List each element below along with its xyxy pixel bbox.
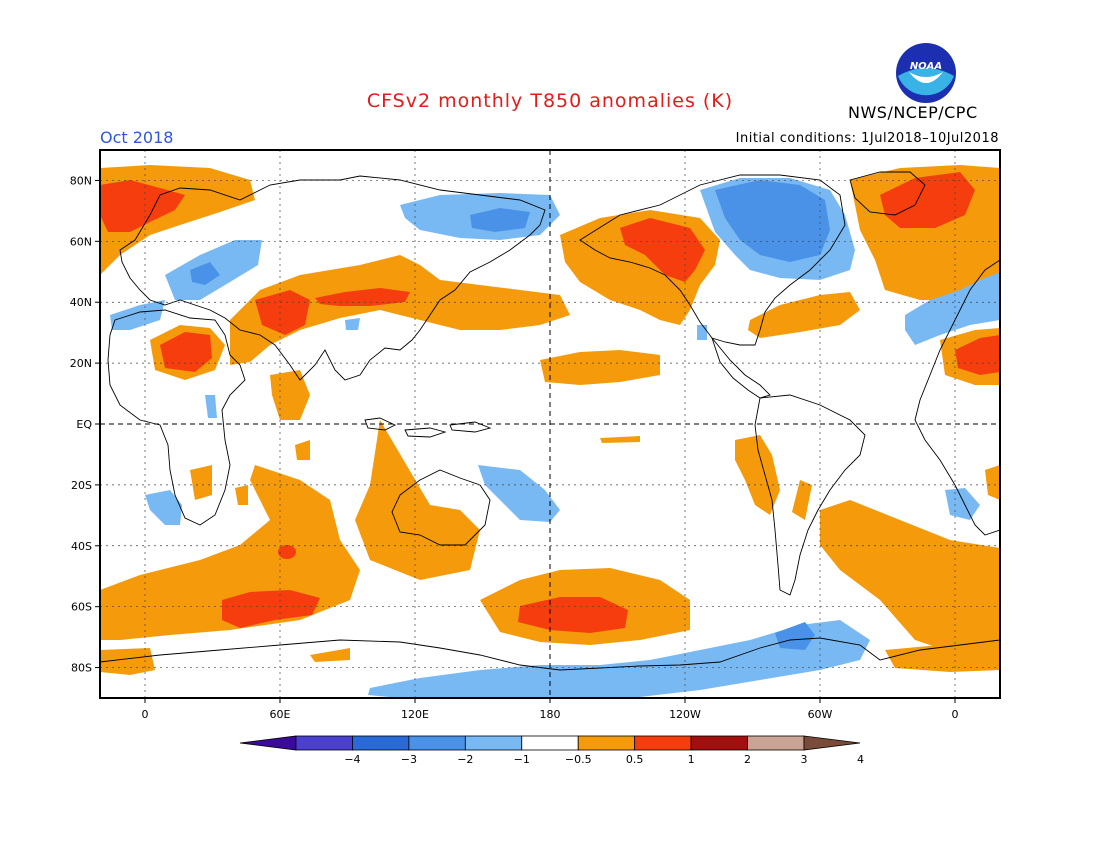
legend-swatch	[690, 735, 748, 751]
lon-label: 120E	[401, 708, 429, 721]
legend-swatch	[408, 735, 466, 751]
color-legend: −4 −3 −2 −1 −0.5 0.5 1 2 3 4	[239, 735, 864, 766]
legend-swatch	[295, 735, 353, 751]
legend-tick-label: 2	[744, 753, 751, 766]
legend-swatch	[577, 735, 636, 751]
legend-tick-label: 0.5	[626, 753, 644, 766]
anomaly-red-regions	[100, 172, 1000, 633]
lon-label: 60E	[270, 708, 291, 721]
legend-tick-label: −2	[457, 753, 473, 766]
longitude-labels: 0 60E 120E 180 120W 60W 0	[142, 708, 959, 721]
gridlines	[95, 150, 1000, 703]
initial-conditions: Initial conditions: 1Jul2018–10Jul2018	[735, 131, 999, 146]
legend-tick-label: 1	[688, 753, 695, 766]
noaa-logo-icon: NOAA	[896, 43, 956, 103]
map-frame	[99, 149, 1001, 699]
lat-label: 40N	[70, 296, 92, 309]
legend-tick-label: −1	[514, 753, 530, 766]
legend-tick-label: −4	[344, 753, 360, 766]
legend-swatch	[464, 735, 523, 751]
legend-tick-label: −3	[401, 753, 417, 766]
legend-tick-label: 4	[857, 753, 864, 766]
forecast-period: Oct 2018	[100, 128, 174, 147]
map-title: CFSv2 monthly T850 anomalies (K)	[366, 90, 734, 112]
legend-tick-label: 3	[801, 753, 808, 766]
agency-label: NWS/NCEP/CPC	[848, 103, 978, 122]
lon-label: 60W	[808, 708, 833, 721]
lat-label: 40S	[71, 540, 92, 553]
lon-label: 0	[952, 708, 959, 721]
lat-label: 60N	[70, 235, 92, 248]
latitude-labels: 80N 60N 40N 20N EQ 20S 40S 60S 80S	[70, 174, 93, 674]
legend-arrow-high	[803, 735, 861, 751]
legend-swatch	[747, 735, 805, 751]
legend-swatch	[521, 735, 579, 751]
lat-label: 20S	[71, 479, 92, 492]
lat-label: 60S	[71, 601, 92, 614]
coastlines	[100, 171, 1000, 671]
legend-arrow-low	[239, 735, 297, 751]
lon-label: 0	[142, 708, 149, 721]
lat-label: 20N	[70, 357, 92, 370]
legend-swatch	[634, 735, 692, 751]
lat-label: EQ	[76, 418, 92, 431]
lat-label: 80N	[70, 174, 92, 187]
svg-text:NOAA: NOAA	[910, 61, 942, 72]
legend-swatch	[352, 735, 410, 751]
lon-label: 120W	[669, 708, 701, 721]
lat-label: 80S	[71, 662, 92, 675]
lon-label: 180	[540, 708, 561, 721]
legend-tick-label: −0.5	[565, 753, 592, 766]
